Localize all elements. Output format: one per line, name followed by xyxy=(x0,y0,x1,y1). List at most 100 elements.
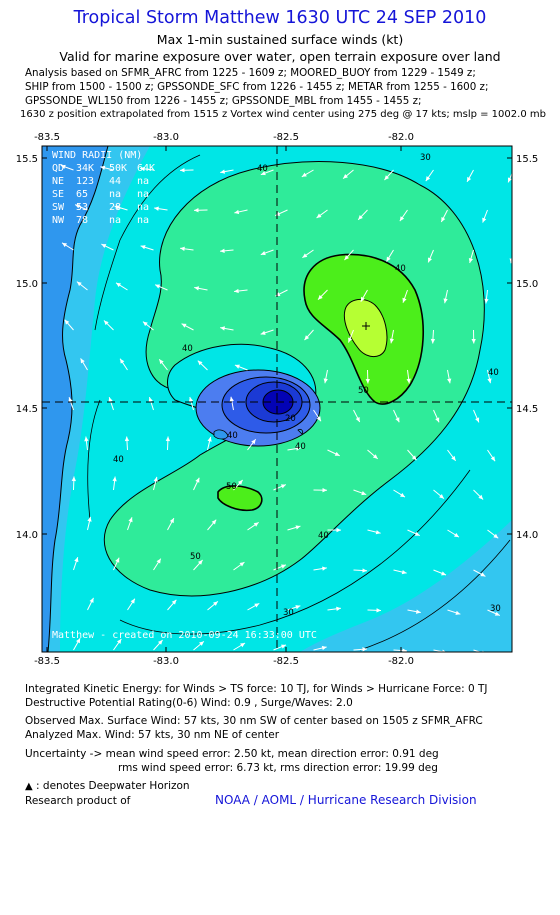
wind-radii-col-qd: QD xyxy=(52,163,64,174)
contour-label: 50 xyxy=(190,552,201,562)
lat-tick-label: 15.5 xyxy=(516,154,538,165)
wind-arrow xyxy=(247,521,259,531)
wind-arrow xyxy=(148,396,154,411)
wind-arrow xyxy=(233,479,243,491)
lon-tick-label: -83.5 xyxy=(34,132,60,143)
analysis-line-4: 1630 z position extrapolated from 1515 z… xyxy=(20,109,546,120)
wind-arrow xyxy=(399,209,408,222)
lon-tick-label: -82.5 xyxy=(273,132,299,143)
wind-arrow xyxy=(487,529,499,539)
wind-arrow xyxy=(482,209,488,223)
wind-arrow xyxy=(80,358,88,371)
wind-arrow xyxy=(353,568,368,573)
lat-tick-label: 14.5 xyxy=(16,404,38,415)
wind-arrow xyxy=(142,321,154,331)
wind-radii-cell: na xyxy=(137,202,149,213)
wind-arrow xyxy=(487,449,496,462)
wind-arrow xyxy=(393,569,407,575)
wind-arrow xyxy=(73,637,81,651)
wind-arrow xyxy=(433,569,447,576)
wind-radii-table: WIND RADII (NM) QD 34K 50K 64K NE 123 44 na… xyxy=(52,150,155,226)
contour-line xyxy=(119,469,471,635)
wind-arrow xyxy=(74,204,88,211)
wind-arrow xyxy=(61,242,74,251)
contour-line xyxy=(94,239,121,331)
wind-arrow xyxy=(229,396,234,411)
wind-arrow xyxy=(287,525,301,531)
lon-tick-label: -82.0 xyxy=(388,132,414,143)
wind-arrow xyxy=(234,209,248,215)
contour-label: 20 xyxy=(285,414,296,424)
contour-line xyxy=(359,539,511,651)
max-wind-marker xyxy=(362,322,370,330)
wind-radii-header: WIND RADII (NM) xyxy=(52,150,142,161)
wind-arrow xyxy=(512,330,516,343)
observed-max-text: Observed Max. Surface Wind: 57 kts, 30 n… xyxy=(25,715,483,727)
uncertainty-line-2: rms wind speed error: 6.73 kt, rms direc… xyxy=(118,762,438,774)
wind-arrow xyxy=(193,477,200,491)
wind-arrow xyxy=(153,476,158,491)
wind-arrow xyxy=(367,608,382,613)
wind-arrow xyxy=(87,516,92,531)
wind-arrow xyxy=(327,449,340,457)
wind-arrow xyxy=(113,638,122,651)
deepwater-horizon-label: : denotes Deepwater Horizon xyxy=(36,780,190,792)
wind-arrow xyxy=(468,249,474,264)
wind-field: 40 30 40 40 50 50 40 50 40 30 40 40 40 2… xyxy=(42,146,540,652)
wind-arrow xyxy=(427,249,434,263)
wind-arrow xyxy=(447,609,461,615)
wind-arrow xyxy=(466,169,474,183)
wind-arrow xyxy=(425,169,434,182)
lat-tick-label: 15.0 xyxy=(516,279,538,290)
wind-radii-col-64k: 64K xyxy=(137,163,155,174)
wind-arrow xyxy=(317,289,328,300)
wind-arrow xyxy=(407,609,421,614)
contour-line xyxy=(119,154,201,241)
research-product-label: Research product of xyxy=(25,795,131,807)
wind-arrow xyxy=(514,490,523,500)
wind-radii-cell: NW xyxy=(52,215,65,226)
wind-arrow xyxy=(509,254,512,264)
wind-radii-cell: SE xyxy=(52,189,64,200)
wind-arrow xyxy=(471,329,476,344)
wind-arrow xyxy=(367,529,381,535)
wind-arrow xyxy=(140,245,154,251)
wind-radii-col-50k: 50K xyxy=(109,163,127,174)
wind-radii-cell: na xyxy=(109,189,121,200)
wind-arrow xyxy=(406,369,411,384)
wind-arrow xyxy=(327,527,342,533)
contour-label: 30 xyxy=(283,608,294,618)
lat-tick-label: 14.0 xyxy=(16,530,38,541)
wind-arrow xyxy=(313,566,327,571)
wind-arrow xyxy=(247,602,260,611)
wind-arrow xyxy=(528,610,540,617)
wind-arrow xyxy=(100,165,114,171)
wind-arrow xyxy=(473,409,480,423)
wind-arrow xyxy=(154,284,168,291)
wind-arrow xyxy=(313,645,327,651)
contour-label: 50 xyxy=(358,386,369,396)
lat-tick-label: 14.5 xyxy=(516,404,538,415)
wind-arrow xyxy=(440,209,448,223)
wind-arrow xyxy=(523,210,528,223)
wind-arrow xyxy=(407,529,421,537)
wind-radii-cell: 65 xyxy=(76,189,88,200)
wind-arrow xyxy=(108,397,114,411)
wind-arrow xyxy=(487,369,492,384)
map-subtitle-winds: Max 1-min sustained surface winds (kt) xyxy=(156,32,404,47)
wind-arrow xyxy=(124,436,130,451)
wind-arrows xyxy=(60,164,540,652)
noaa-link[interactable]: NOAA / AOML / Hurricane Research Divisio… xyxy=(215,793,477,807)
wind-arrow xyxy=(344,249,354,261)
wind-arrow xyxy=(389,329,395,344)
wind-arrow xyxy=(219,248,234,253)
wind-arrow xyxy=(233,561,245,571)
contour-label: 50 xyxy=(226,482,237,492)
wind-arrow xyxy=(386,249,394,262)
wind-arrow xyxy=(514,570,525,577)
wind-radii-cell: 123 xyxy=(76,176,94,187)
wind-arrow xyxy=(127,598,136,611)
wind-arrow xyxy=(430,329,436,344)
map-credit: Matthew - created on 2010-09-24 16:33:00… xyxy=(52,630,317,641)
wind-arrow xyxy=(220,169,234,174)
